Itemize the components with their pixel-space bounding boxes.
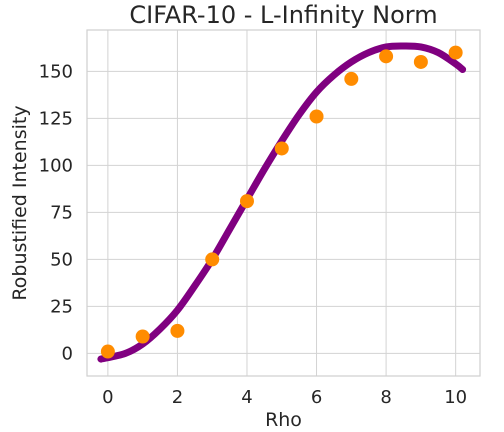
y-tick-label: 0 [62,343,73,364]
data-point [379,49,394,64]
y-tick-label: 50 [50,249,73,270]
fit-curve-layer [97,42,467,363]
x-tick-label: 2 [172,387,183,408]
grid [87,30,480,376]
y-axis-label: Robustified Intensity [9,105,31,300]
data-point [239,194,254,209]
y-tick-label: 75 [50,202,73,223]
data-point [135,329,150,344]
data-point [100,344,115,359]
chart-title: CIFAR-10 - L-Infinity Norm [129,1,437,29]
x-tick-labels: 0 2 4 6 8 10 [102,387,467,408]
data-point [344,71,359,86]
data-point [274,141,289,156]
data-point [309,109,324,124]
data-point [170,323,185,338]
data-point [205,252,220,267]
x-tick-label: 0 [102,387,113,408]
data-point [448,45,463,60]
y-tick-label: 100 [39,155,73,176]
y-tick-label: 125 [39,108,73,129]
x-tick-label: 4 [241,387,252,408]
y-tick-labels: 0 25 50 75 100 125 150 [39,61,73,364]
fit-curve-line [97,42,467,363]
data-points-layer [100,45,463,359]
x-tick-label: 10 [444,387,467,408]
data-point [413,54,428,69]
y-tick-label: 25 [50,296,73,317]
y-tick-label: 150 [39,61,73,82]
x-tick-label: 6 [311,387,322,408]
plot-frame [86,29,481,377]
x-axis-label: Rho [265,409,302,431]
x-tick-label: 8 [380,387,391,408]
